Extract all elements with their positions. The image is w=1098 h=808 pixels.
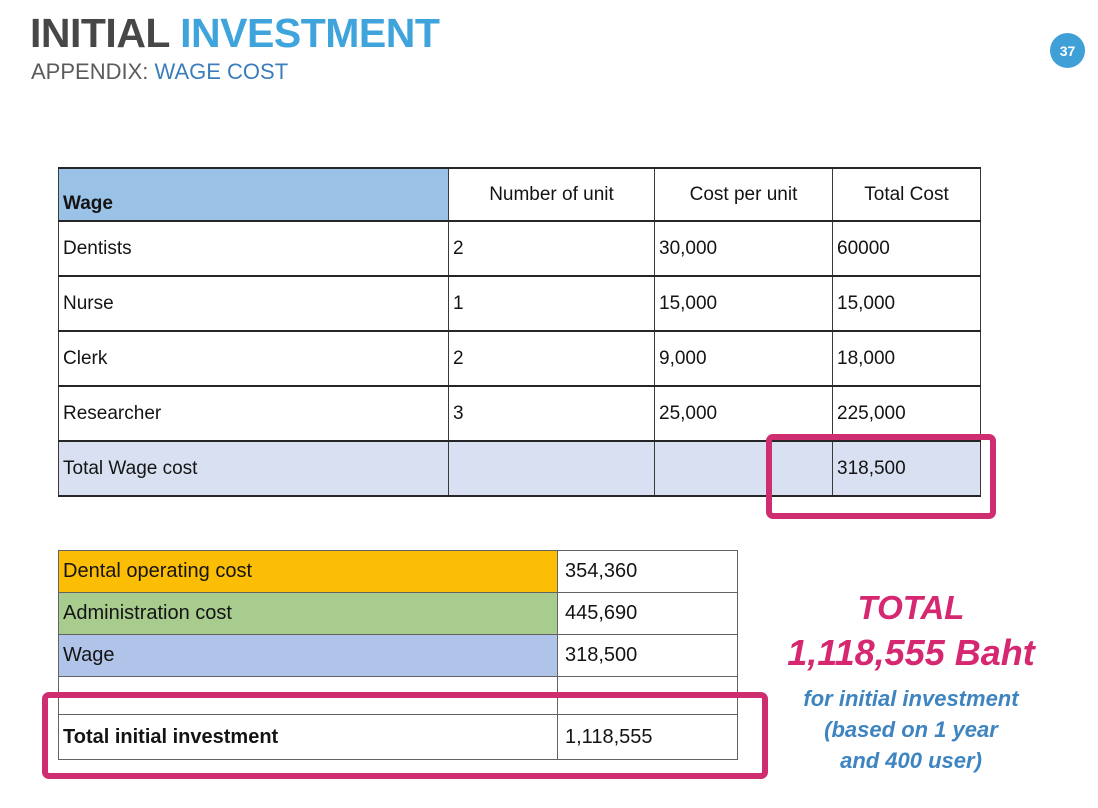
page-title-primary: INITIAL xyxy=(30,10,170,56)
callout-note-line-2: (based on 1 year xyxy=(824,716,998,742)
page-subtitle-emphasis: WAGE COST xyxy=(154,59,289,84)
cell-label: Dental operating cost xyxy=(58,550,558,593)
table-row-dental-operating-cost: Dental operating cost 354,360 xyxy=(58,550,738,593)
highlight-box-total-wage-cost xyxy=(766,434,996,519)
page-title-secondary: INVESTMENT xyxy=(180,10,440,56)
highlight-box-total-initial-investment xyxy=(42,692,768,779)
cell-label: Dentists xyxy=(58,220,449,277)
cell-label: Wage xyxy=(58,634,558,677)
total-callout: TOTAL 1,118,555 Baht for initial investm… xyxy=(776,589,1046,776)
cell-total-cost: 225,000 xyxy=(832,385,981,442)
cell-units: 2 xyxy=(448,330,655,387)
cell-units: 3 xyxy=(448,385,655,442)
cell-value: 318,500 xyxy=(557,634,738,677)
cell-total-cost: 18,000 xyxy=(832,330,981,387)
cell-total-cost: 15,000 xyxy=(832,275,981,332)
cell-label: Total initial investment xyxy=(58,714,558,760)
cell-cost-per-unit: 15,000 xyxy=(654,275,833,332)
table-row-dentists: Dentists 2 30,000 60000 xyxy=(58,220,981,277)
callout-note: for initial investment (based on 1 year … xyxy=(776,683,1046,776)
cell-label: Nurse xyxy=(58,275,449,332)
callout-note-line-1: for initial investment xyxy=(803,685,1019,711)
wage-table-header-row: Wage Number of unit Cost per unit Total … xyxy=(58,167,981,222)
callout-amount: 1,118,555 Baht xyxy=(787,631,1035,673)
wage-table-header-wage: Wage xyxy=(58,167,449,222)
cell-total-cost: 60000 xyxy=(832,220,981,277)
table-row-total-initial-investment: Total initial investment 1,118,555 xyxy=(58,714,738,760)
table-row-clerk: Clerk 2 9,000 18,000 xyxy=(58,330,981,387)
wage-table-header-units: Number of unit xyxy=(448,167,655,222)
table-row-total-wage: Total Wage cost 318,500 xyxy=(58,440,981,497)
cell-value: 1,118,555 xyxy=(557,714,738,760)
cell-value: 354,360 xyxy=(557,550,738,593)
cell-cost-per-unit: 9,000 xyxy=(654,330,833,387)
wage-cost-table: Wage Number of unit Cost per unit Total … xyxy=(58,167,981,497)
cell-value: 445,690 xyxy=(557,592,738,635)
wage-table-header-total-cost: Total Cost xyxy=(832,167,981,222)
cell-label: Total Wage cost xyxy=(58,440,449,497)
cell-units xyxy=(448,440,655,497)
table-row-nurse: Nurse 1 15,000 15,000 xyxy=(58,275,981,332)
page-subtitle: APPENDIX: WAGE COST xyxy=(31,59,288,85)
wage-table-header-cost-per-unit: Cost per unit xyxy=(654,167,833,222)
cell-cost-per-unit: 25,000 xyxy=(654,385,833,442)
table-row-researcher: Researcher 3 25,000 225,000 xyxy=(58,385,981,442)
cell-label: Researcher xyxy=(58,385,449,442)
investment-summary-table: Dental operating cost 354,360 Administra… xyxy=(58,550,738,760)
cell-total-cost: 318,500 xyxy=(832,440,981,497)
page-title: INITIAL INVESTMENT xyxy=(30,10,440,57)
cell-units: 2 xyxy=(448,220,655,277)
cell-cost-per-unit: 30,000 xyxy=(654,220,833,277)
table-row-wage: Wage 318,500 xyxy=(58,634,738,677)
callout-note-line-3: and 400 user) xyxy=(840,747,982,773)
page-subtitle-prefix: APPENDIX: xyxy=(31,59,149,84)
callout-total-label: TOTAL xyxy=(857,589,965,626)
cell-cost-per-unit xyxy=(654,440,833,497)
cell-units: 1 xyxy=(448,275,655,332)
page-number-badge: 37 xyxy=(1050,33,1085,68)
cell-label: Administration cost xyxy=(58,592,558,635)
cell-label: Clerk xyxy=(58,330,449,387)
table-row-administration-cost: Administration cost 445,690 xyxy=(58,592,738,635)
